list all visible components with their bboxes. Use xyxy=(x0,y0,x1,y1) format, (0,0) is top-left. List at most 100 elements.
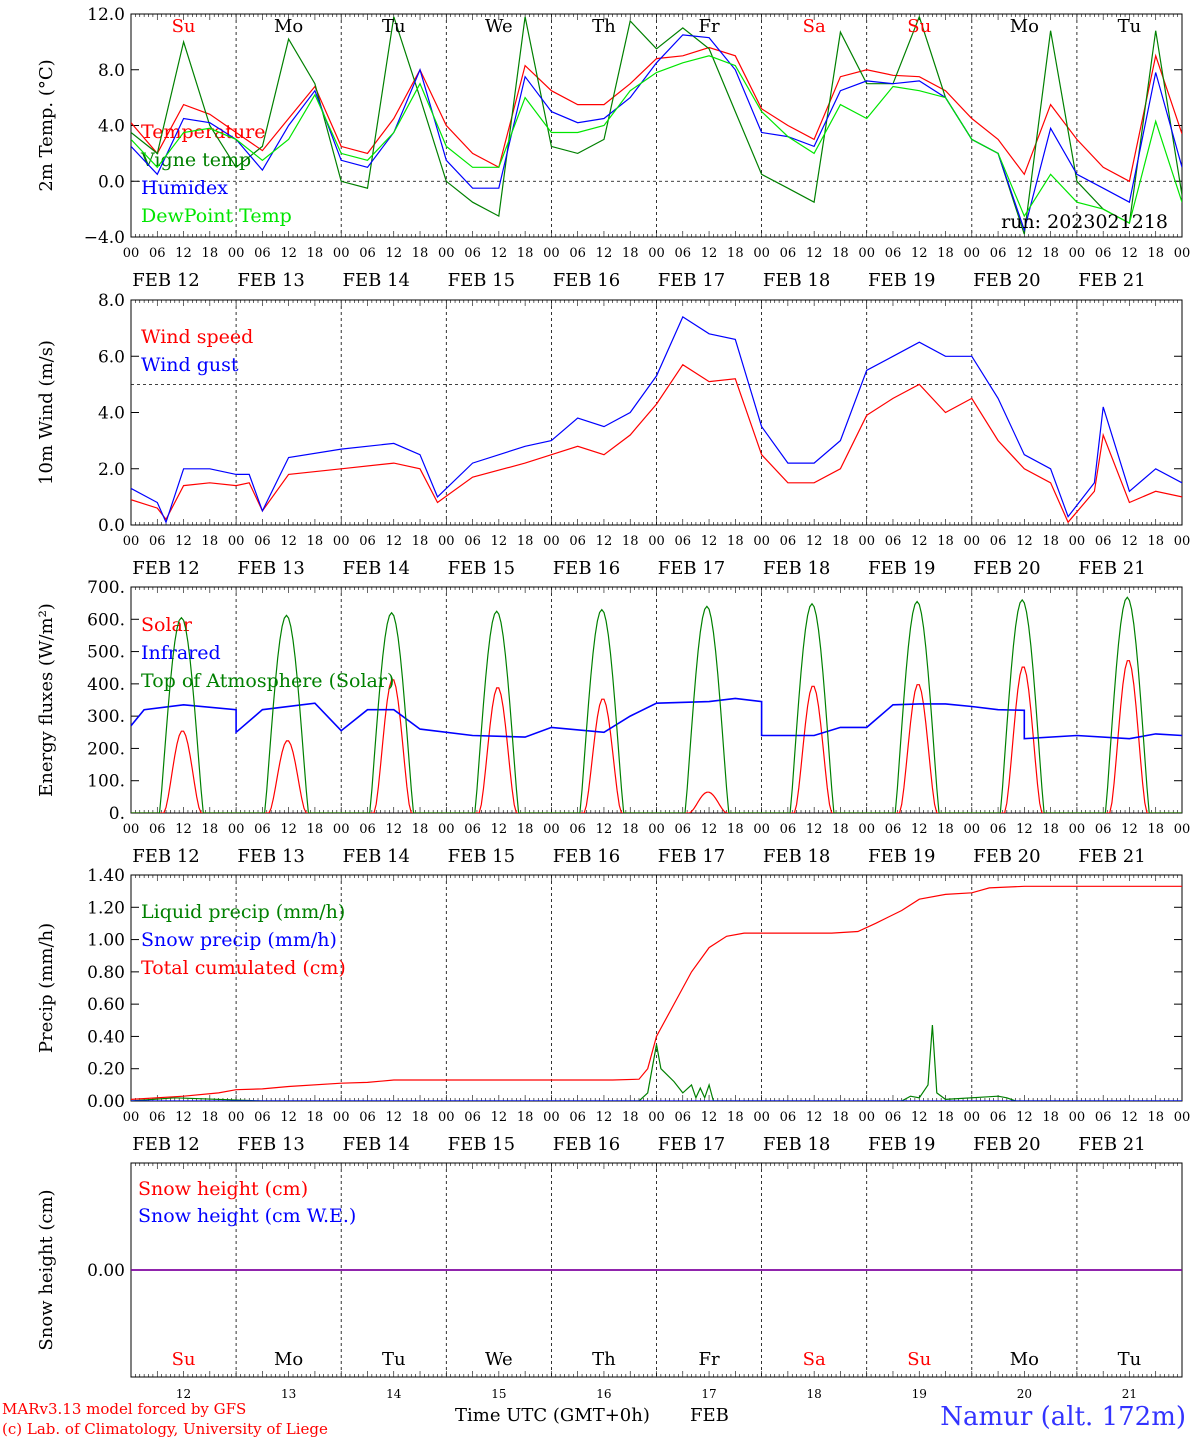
weekday-label: Tu xyxy=(1118,1349,1142,1370)
weekday-label: Mo xyxy=(1010,1349,1039,1370)
hour-label: 00 xyxy=(438,534,455,549)
y-tick-label: 8.0 xyxy=(98,61,125,81)
hour-label: 00 xyxy=(123,534,140,549)
hour-label: 18 xyxy=(832,534,849,549)
weekday-label: Mo xyxy=(274,1349,303,1370)
hour-label: 00 xyxy=(858,822,875,837)
hour-label: 00 xyxy=(753,534,770,549)
day-date-label: FEB 18 xyxy=(763,270,830,291)
day-date-label: FEB 18 xyxy=(763,846,830,867)
y-tick-label: 12.0 xyxy=(87,5,125,25)
hour-label: 12 xyxy=(280,1110,297,1125)
hour-label: 00 xyxy=(438,246,455,261)
y-tick-label: 1.00 xyxy=(87,931,125,951)
hour-label: 18 xyxy=(1147,822,1164,837)
hour-label: 18 xyxy=(517,1110,534,1125)
hour-label: 00 xyxy=(1069,534,1086,549)
series-line-infrared xyxy=(131,697,1182,740)
hour-label: 12 xyxy=(1121,1110,1138,1125)
day-date-label: FEB 17 xyxy=(658,846,725,867)
hour-label: 12 xyxy=(701,822,718,837)
hour-label: 06 xyxy=(569,246,586,261)
x-axis-title: Time UTC (GMT+0h) xyxy=(455,1405,650,1426)
hour-label: 12 xyxy=(491,246,508,261)
hour-label: 00 xyxy=(1174,1110,1191,1125)
hour-label: 00 xyxy=(964,822,981,837)
hour-label: 18 xyxy=(727,1110,744,1125)
day-date-label: FEB 21 xyxy=(1078,270,1145,291)
hour-label: 00 xyxy=(858,534,875,549)
hour-label: 06 xyxy=(1095,534,1112,549)
weekday-label: Su xyxy=(907,1349,931,1370)
hour-label: 12 xyxy=(175,246,192,261)
hour-label: 18 xyxy=(622,246,639,261)
hour-label: 06 xyxy=(1095,822,1112,837)
hour-label: 06 xyxy=(1095,246,1112,261)
hour-label: 00 xyxy=(438,1110,455,1125)
y-tick-label: 0.40 xyxy=(87,1027,125,1047)
hour-label: 12 xyxy=(385,246,402,261)
weekday-label: Tu xyxy=(382,1349,406,1370)
hour-label: 12 xyxy=(806,246,823,261)
hour-label: 18 xyxy=(1042,1110,1059,1125)
weekday-label: We xyxy=(485,16,513,37)
y-axis-label: Energy fluxes (W/m²) xyxy=(36,603,57,797)
hour-label: 06 xyxy=(990,534,1007,549)
hour-label: 18 xyxy=(727,822,744,837)
y-tick-label: 100. xyxy=(87,772,125,792)
station-name: Namur (alt. 172m) xyxy=(940,1402,1186,1432)
legend-entry: Snow height (cm W.E.) xyxy=(138,1205,356,1227)
weekday-label: Tu xyxy=(1118,16,1142,37)
day-number-label: 18 xyxy=(807,1387,822,1401)
day-number-label: 13 xyxy=(281,1387,296,1401)
hour-label: 12 xyxy=(596,822,613,837)
day-date-label: FEB 13 xyxy=(237,1134,304,1155)
hour-label: 12 xyxy=(806,1110,823,1125)
y-tick-label: 0.00 xyxy=(87,1092,125,1112)
hour-label: 18 xyxy=(307,534,324,549)
hour-label: 00 xyxy=(648,246,665,261)
hour-label: 12 xyxy=(491,534,508,549)
weekday-label: Fr xyxy=(699,1349,720,1370)
series-line-total-cumulated-cm- xyxy=(131,885,1182,1100)
series-line-dewpoint-temp xyxy=(131,55,1182,224)
hour-label: 18 xyxy=(1147,1110,1164,1125)
hour-label: 00 xyxy=(228,822,245,837)
series-line-temperature xyxy=(131,46,1182,183)
day-date-label: FEB 12 xyxy=(132,558,199,579)
hour-label: 00 xyxy=(858,246,875,261)
series-line-liquid-precip-mm-h- xyxy=(131,1025,1182,1101)
hour-label: 06 xyxy=(569,1110,586,1125)
day-date-label: FEB 17 xyxy=(658,1134,725,1155)
y-tick-label: 0.60 xyxy=(87,995,125,1015)
y-tick-label: 4.0 xyxy=(98,117,125,137)
day-date-label: FEB 19 xyxy=(868,270,935,291)
hour-label: 06 xyxy=(569,822,586,837)
hour-label: 00 xyxy=(964,1110,981,1125)
hour-label: 06 xyxy=(149,534,166,549)
y-tick-label: 1.40 xyxy=(87,866,125,886)
hour-label: 18 xyxy=(622,1110,639,1125)
hour-label: 12 xyxy=(911,1110,928,1125)
day-date-label: FEB 13 xyxy=(237,270,304,291)
day-date-label: FEB 14 xyxy=(342,1134,409,1155)
hour-label: 00 xyxy=(1174,822,1191,837)
legend-entry: Wind speed xyxy=(141,326,253,348)
hour-label: 18 xyxy=(937,246,954,261)
hour-label: 12 xyxy=(175,534,192,549)
day-date-label: FEB 15 xyxy=(448,270,515,291)
hour-label: 06 xyxy=(885,1110,902,1125)
day-date-label: FEB 18 xyxy=(763,1134,830,1155)
day-number-label: 20 xyxy=(1017,1387,1032,1401)
hour-label: 06 xyxy=(359,1110,376,1125)
legend-entry: Wind gust xyxy=(141,354,239,376)
day-date-label: FEB 19 xyxy=(868,558,935,579)
hour-label: 06 xyxy=(464,822,481,837)
y-tick-label: 0.80 xyxy=(87,963,125,983)
day-date-label: FEB 15 xyxy=(448,846,515,867)
y-tick-label: 0. xyxy=(109,804,125,824)
hour-label: 00 xyxy=(543,246,560,261)
hour-label: 00 xyxy=(753,1110,770,1125)
y-tick-label: 0.00 xyxy=(87,1261,125,1281)
